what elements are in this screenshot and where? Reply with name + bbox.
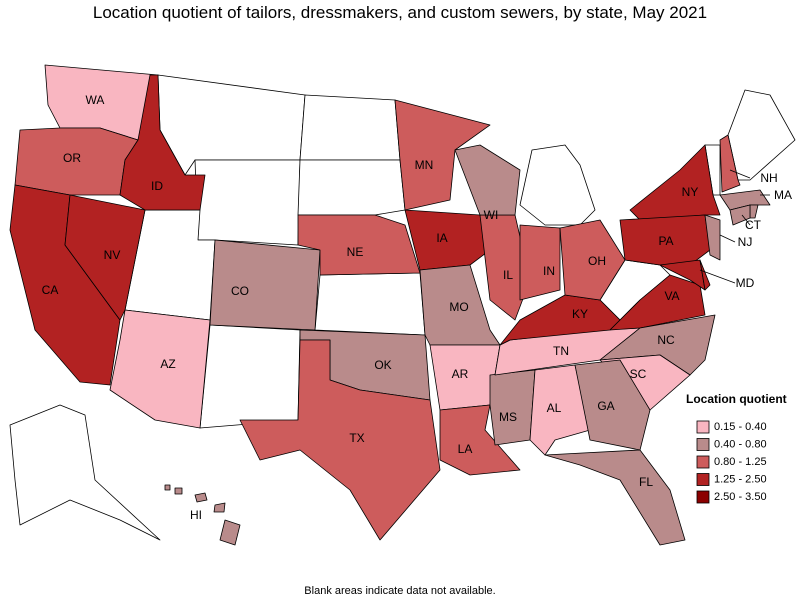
state-label: MS (499, 410, 517, 424)
state-label: OR (63, 151, 81, 165)
state-shape (219, 519, 241, 546)
state-shape (394, 99, 491, 211)
state-label: LA (458, 442, 473, 456)
state-label: NH (760, 171, 777, 185)
legend-label: 2.50 - 3.50 (714, 491, 767, 503)
state-label: OH (588, 254, 606, 268)
legend-label: 1.25 - 2.50 (714, 473, 767, 485)
state-shape (297, 214, 421, 276)
legend-title: Location quotient (686, 392, 787, 406)
leader-line (699, 269, 736, 284)
state-shape (164, 484, 171, 491)
states: WA OR CA NV ID AZ CO NE MN IA MO OK TX AR LA MS AL TN KY IL… (9, 64, 792, 546)
leader-line (741, 214, 751, 226)
legend-label: 0.40 - 0.80 (714, 438, 767, 450)
legend: Location quotient 0.15 - 0.40 0.40 - 0.80… (686, 392, 787, 504)
legend-swatch (696, 455, 710, 469)
state-label: KY (572, 307, 588, 321)
state-label: TN (553, 344, 569, 358)
state-shape (297, 159, 406, 216)
state-label: MN (415, 158, 434, 172)
state-shape (454, 144, 521, 216)
state-label: NV (104, 248, 121, 262)
state-label: OK (374, 358, 391, 372)
state-label: TX (349, 431, 364, 445)
state-shape (544, 449, 686, 546)
legend-swatch (696, 490, 710, 504)
map-title: Location quotient of tailors, dressmaker… (93, 3, 707, 22)
state-shape (519, 224, 561, 301)
state-label: NY (682, 185, 699, 199)
state-shape (729, 204, 751, 226)
state-label: GA (597, 399, 614, 413)
state-label: FL (639, 475, 653, 489)
state-label: CA (42, 283, 59, 297)
state-shape (119, 74, 206, 211)
leader-line (729, 169, 751, 179)
state-label: AZ (160, 357, 175, 371)
state-shape (299, 94, 401, 161)
state-shape (719, 134, 741, 193)
state-label: IN (543, 264, 555, 278)
state-shape (727, 89, 796, 181)
state-label: MO (449, 300, 468, 314)
legend-swatch (696, 438, 710, 451)
state-label: AL (547, 401, 562, 415)
state-shape (499, 294, 621, 346)
legend-label: 0.80 - 1.25 (714, 456, 767, 468)
state-shape (704, 214, 721, 261)
state-shape (629, 144, 721, 221)
state-label: NJ (738, 235, 753, 249)
state-shape (64, 194, 146, 321)
leader-lines (699, 169, 770, 284)
state-label: WI (484, 208, 499, 222)
state-shape (519, 144, 596, 226)
state-shape (9, 404, 161, 541)
state-label: PA (658, 234, 673, 248)
state-shape (199, 324, 301, 429)
footnote: Blank areas indicate data not available. (304, 585, 495, 597)
state-label: VA (664, 289, 679, 303)
state-shape (174, 487, 183, 495)
state-shape (209, 239, 321, 331)
state-label: SC (630, 367, 647, 381)
legend-items: 0.15 - 0.40 0.40 - 0.80 0.80 - 1.25 1.25 - … (696, 420, 767, 504)
state-label: MA (774, 188, 792, 202)
state-label: AR (452, 367, 469, 381)
legend-swatch (696, 473, 710, 486)
state-label: CO (231, 284, 249, 298)
state-shape (559, 219, 626, 301)
legend-swatch (696, 420, 710, 434)
state-shape (489, 369, 536, 446)
state-shape (213, 502, 226, 513)
state-label: MD (736, 276, 755, 290)
state-label: NE (347, 245, 364, 259)
state-shape (194, 492, 208, 503)
state-shape (239, 339, 441, 541)
state-label: WA (86, 93, 105, 107)
state-label: CT (745, 218, 762, 232)
state-label: IL (503, 268, 513, 282)
state-shape (699, 259, 711, 291)
state-label: NC (657, 333, 675, 347)
state-shape (194, 159, 301, 246)
state-label: IA (436, 231, 447, 245)
state-shape (749, 204, 759, 219)
state-label: ID (151, 179, 163, 193)
state-shape (404, 209, 491, 271)
state-label: HI (190, 508, 202, 522)
legend-label: 0.15 - 0.40 (714, 421, 767, 433)
state-shape (574, 359, 651, 451)
state-shape (314, 272, 426, 336)
leader-line (719, 234, 736, 243)
